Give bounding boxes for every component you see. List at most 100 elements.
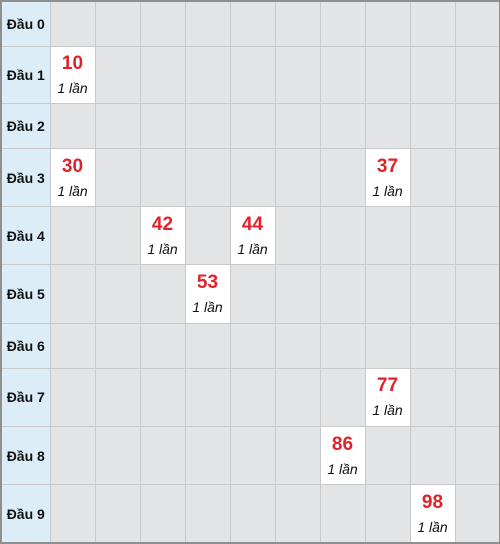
- empty-cell: [409, 322, 456, 369]
- empty-cell: [454, 322, 500, 369]
- number-cell: 86 1 lần: [319, 425, 366, 486]
- empty-cell: [274, 45, 321, 104]
- number-value: 53: [196, 272, 219, 294]
- grid-row: Đầu 7 77 1 lần: [0, 367, 500, 427]
- empty-cell: [364, 45, 411, 104]
- empty-cell: [409, 264, 456, 324]
- empty-cell: [94, 484, 141, 544]
- occurrence-count: 1 lần: [237, 240, 268, 257]
- row-head-label: Đầu 3: [0, 148, 51, 208]
- empty-cell: [409, 148, 456, 208]
- empty-cell: [274, 264, 321, 324]
- empty-cell: [139, 367, 186, 427]
- empty-cell: [184, 484, 231, 544]
- row-head-label: Đầu 1: [0, 45, 51, 104]
- empty-cell: [454, 0, 500, 47]
- empty-cell: [274, 148, 321, 208]
- grid-row: Đầu 4 42 1 lần 44 1 lần: [0, 206, 500, 266]
- empty-cell: [94, 0, 141, 47]
- empty-cell: [184, 425, 231, 486]
- row-head-label: Đầu 0: [0, 0, 51, 47]
- number-value: 10: [61, 52, 84, 74]
- number-value: 86: [331, 433, 354, 455]
- number-cell: 53 1 lần: [184, 264, 231, 324]
- empty-cell: [409, 102, 456, 150]
- grid-row: Đầu 8 86 1 lần: [0, 425, 500, 486]
- empty-cell: [319, 484, 366, 544]
- empty-cell: [229, 484, 276, 544]
- empty-cell: [274, 0, 321, 47]
- number-value: 98: [421, 491, 444, 513]
- empty-cell: [139, 264, 186, 324]
- empty-cell: [274, 102, 321, 150]
- grid-row: Đầu 9 98 1 lần: [0, 484, 500, 544]
- empty-cell: [49, 425, 96, 486]
- occurrence-count: 1 lần: [57, 182, 88, 199]
- empty-cell: [409, 0, 456, 47]
- empty-cell: [49, 0, 96, 47]
- empty-cell: [94, 322, 141, 369]
- empty-cell: [139, 425, 186, 486]
- number-cell: 30 1 lần: [49, 148, 96, 208]
- empty-cell: [49, 264, 96, 324]
- empty-cell: [139, 45, 186, 104]
- empty-cell: [229, 0, 276, 47]
- row-head-label: Đầu 8: [0, 425, 51, 486]
- number-value: 30: [61, 155, 84, 177]
- empty-cell: [364, 0, 411, 47]
- number-value: 42: [151, 213, 174, 235]
- occurrence-count: 1 lần: [147, 240, 178, 257]
- empty-cell: [364, 264, 411, 324]
- empty-cell: [319, 45, 366, 104]
- empty-cell: [184, 102, 231, 150]
- empty-cell: [454, 367, 500, 427]
- grid-row: Đầu 3 30 1 lần 37 1 lần: [0, 148, 500, 208]
- empty-cell: [319, 264, 366, 324]
- empty-cell: [364, 484, 411, 544]
- empty-cell: [454, 425, 500, 486]
- number-cell: 42 1 lần: [139, 206, 186, 266]
- empty-cell: [364, 206, 411, 266]
- row-head-label: Đầu 6: [0, 322, 51, 369]
- empty-cell: [229, 45, 276, 104]
- empty-cell: [229, 322, 276, 369]
- empty-cell: [139, 484, 186, 544]
- empty-cell: [139, 0, 186, 47]
- row-head-label: Đầu 2: [0, 102, 51, 150]
- empty-cell: [94, 264, 141, 324]
- empty-cell: [229, 102, 276, 150]
- empty-cell: [364, 102, 411, 150]
- empty-cell: [454, 102, 500, 150]
- grid-row: Đầu 6: [0, 322, 500, 369]
- empty-cell: [94, 45, 141, 104]
- grid-row: Đầu 5 53 1 lần: [0, 264, 500, 324]
- occurrence-count: 1 lần: [417, 518, 448, 535]
- empty-cell: [454, 264, 500, 324]
- number-value: 44: [241, 213, 264, 235]
- number-cell: 98 1 lần: [409, 484, 456, 544]
- empty-cell: [139, 322, 186, 369]
- empty-cell: [94, 206, 141, 266]
- grid-row: Đầu 2: [0, 102, 500, 150]
- occurrence-count: 1 lần: [192, 299, 223, 316]
- empty-cell: [229, 264, 276, 324]
- empty-cell: [184, 322, 231, 369]
- number-cell: 10 1 lần: [49, 45, 96, 104]
- empty-cell: [409, 425, 456, 486]
- empty-cell: [49, 367, 96, 427]
- empty-cell: [409, 206, 456, 266]
- empty-cell: [319, 148, 366, 208]
- empty-cell: [229, 367, 276, 427]
- empty-cell: [139, 102, 186, 150]
- empty-cell: [319, 367, 366, 427]
- empty-cell: [454, 45, 500, 104]
- row-head-label: Đầu 9: [0, 484, 51, 544]
- empty-cell: [454, 484, 500, 544]
- grid-row: Đầu 0: [0, 0, 500, 47]
- row-head-label: Đầu 5: [0, 264, 51, 324]
- empty-cell: [229, 425, 276, 486]
- empty-cell: [94, 425, 141, 486]
- occurrence-count: 1 lần: [327, 460, 358, 477]
- empty-cell: [364, 425, 411, 486]
